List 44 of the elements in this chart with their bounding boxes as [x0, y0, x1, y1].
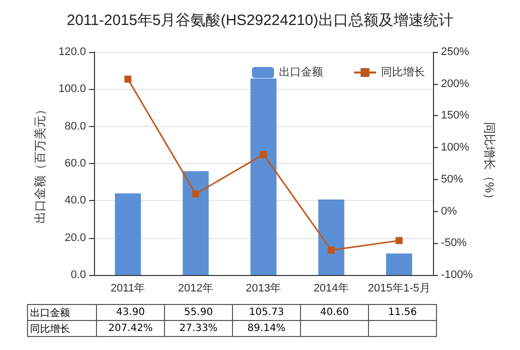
- y2-tick-label: 0%: [441, 205, 458, 218]
- x-tick-label: 2011年: [110, 282, 146, 294]
- point: [124, 76, 132, 83]
- y-axis-title: 出口金额（百万美元）: [33, 104, 47, 224]
- y-tick-label: 60.0: [64, 158, 86, 170]
- point: [260, 150, 267, 158]
- data-label: 27.33%: [164, 320, 232, 336]
- data-label: 55.90: [164, 304, 232, 320]
- y-tick-label: 40.0: [64, 194, 86, 207]
- data-label: 105.73: [232, 304, 300, 320]
- point: [328, 246, 335, 254]
- bar: [318, 200, 344, 275]
- bar: [182, 171, 209, 275]
- y-tick-label: 0.0: [70, 269, 86, 281]
- y-tick-label: 120.0: [58, 46, 86, 58]
- y2-tick-label: 250%: [441, 46, 470, 58]
- text: 同比增长: [30, 324, 70, 334]
- x-tick-label: 2014年: [314, 282, 350, 294]
- x-tick-label: 2015年1-5月: [368, 282, 430, 294]
- y-tick-label: 80.0: [64, 120, 86, 132]
- data-label: 207.42%: [96, 320, 164, 336]
- y2-tick-label: 150%: [441, 110, 470, 122]
- data-label: 40.60: [300, 304, 368, 320]
- chart-title: 2011-2015年5月谷氨酸(HS29224210)出口总额及增速统计: [66, 12, 454, 29]
- text: 出口金额: [30, 308, 70, 318]
- x-tick-label: 2012年: [178, 282, 214, 294]
- bar: [386, 254, 412, 275]
- legend-label: 同比增长: [381, 66, 425, 78]
- y-tick-label: 100.0: [58, 83, 86, 96]
- data-label: 11.56: [368, 304, 436, 320]
- y2-tick-label: -100%: [441, 269, 474, 281]
- point: [396, 237, 403, 244]
- data-label: 43.90: [96, 304, 164, 320]
- y2-axis-title: 同比增长（%）: [482, 122, 497, 205]
- x-tick-label: 2013年: [246, 282, 282, 294]
- y2-tick-label: 200%: [441, 78, 470, 90]
- data-label: 89.14%: [232, 320, 300, 336]
- bar: [114, 193, 141, 275]
- y2-tick-label: -50%: [441, 237, 467, 250]
- point: [192, 190, 200, 198]
- legend-label: 出口金额: [279, 66, 323, 78]
- y-tick-label: 20.0: [64, 232, 86, 244]
- y2-tick-label: 100%: [441, 142, 470, 154]
- y2-tick-label: 50%: [441, 173, 464, 186]
